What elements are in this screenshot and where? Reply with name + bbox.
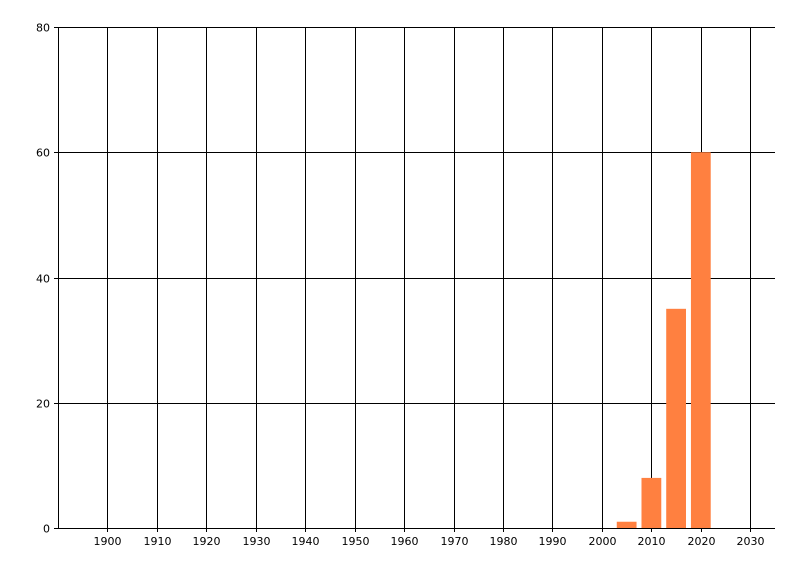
x-tick-label: 1930	[243, 535, 271, 548]
bar	[666, 308, 686, 528]
bar	[641, 477, 662, 528]
x-tick-label: 1910	[144, 535, 172, 548]
x-tick-label: 1970	[441, 535, 469, 548]
x-tick-label: 2000	[589, 535, 617, 548]
x-tick-label: 2010	[638, 535, 666, 548]
x-tick-label: 1900	[94, 535, 122, 548]
x-tick-label: 2020	[688, 535, 716, 548]
y-tick-label: 80	[36, 22, 50, 35]
x-tick-label: 2030	[737, 535, 765, 548]
x-tick-label: 1990	[539, 535, 567, 548]
bar	[690, 152, 711, 528]
x-tick-label: 1960	[391, 535, 419, 548]
x-tick-label: 1980	[490, 535, 518, 548]
bar	[616, 521, 637, 528]
x-tick-label: 1950	[342, 535, 370, 548]
y-tick-label: 0	[43, 523, 50, 536]
x-tick-label: 1940	[292, 535, 320, 548]
y-tick-label: 60	[36, 147, 50, 160]
y-tick-label: 40	[36, 273, 50, 286]
x-tick-label: 1920	[193, 535, 221, 548]
y-tick-label: 20	[36, 398, 50, 411]
